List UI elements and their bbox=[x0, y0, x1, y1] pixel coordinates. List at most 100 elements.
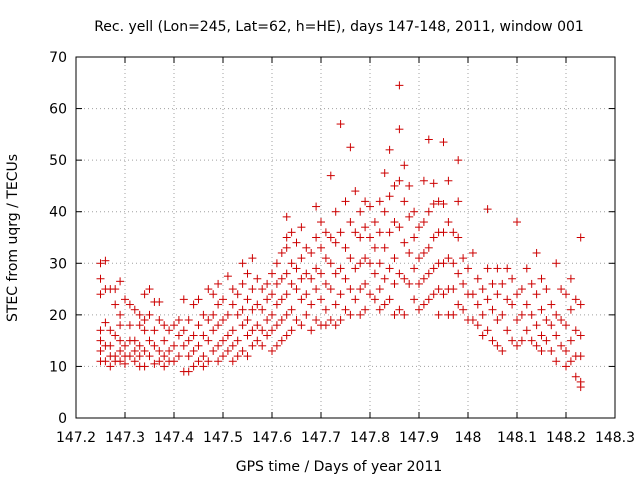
x-tick-label: 147.3 bbox=[105, 430, 145, 446]
data-point bbox=[341, 305, 350, 314]
data-point bbox=[209, 290, 218, 299]
data-point bbox=[160, 321, 169, 330]
data-point bbox=[116, 310, 125, 319]
data-point bbox=[116, 346, 125, 355]
data-point bbox=[258, 341, 267, 350]
data-point bbox=[390, 181, 399, 190]
data-point bbox=[419, 300, 428, 309]
data-point bbox=[326, 259, 335, 268]
data-point bbox=[263, 316, 272, 325]
data-point bbox=[106, 341, 115, 350]
data-point bbox=[272, 321, 281, 330]
data-point bbox=[356, 285, 365, 294]
data-point bbox=[140, 326, 149, 335]
data-point bbox=[468, 248, 477, 257]
data-point bbox=[390, 310, 399, 319]
data-point bbox=[415, 279, 423, 288]
data-point bbox=[307, 274, 316, 283]
data-point bbox=[498, 346, 507, 355]
data-point bbox=[194, 341, 203, 350]
data-point bbox=[395, 125, 404, 134]
data-point bbox=[571, 372, 580, 381]
data-point bbox=[336, 290, 345, 299]
data-point bbox=[130, 305, 139, 314]
data-point bbox=[223, 346, 232, 355]
data-point bbox=[356, 207, 365, 216]
data-point bbox=[233, 336, 242, 345]
data-point bbox=[390, 254, 399, 263]
data-point bbox=[410, 207, 419, 216]
data-point bbox=[194, 295, 203, 304]
data-point bbox=[189, 362, 198, 371]
data-point bbox=[140, 290, 149, 299]
data-point bbox=[375, 259, 384, 268]
data-point bbox=[155, 346, 164, 355]
data-point bbox=[184, 336, 193, 345]
data-point bbox=[125, 300, 134, 309]
data-point bbox=[174, 316, 183, 325]
data-point bbox=[282, 269, 291, 278]
data-point bbox=[282, 310, 291, 319]
data-point bbox=[302, 269, 311, 278]
data-point bbox=[228, 357, 237, 366]
data-point bbox=[302, 310, 311, 319]
data-point bbox=[361, 254, 370, 263]
data-point bbox=[415, 254, 423, 263]
data-point bbox=[449, 310, 458, 319]
data-point bbox=[121, 341, 129, 350]
data-point bbox=[189, 331, 198, 340]
data-point bbox=[326, 316, 335, 325]
data-point bbox=[351, 264, 360, 273]
data-point bbox=[233, 310, 242, 319]
data-point bbox=[346, 285, 355, 294]
data-point bbox=[513, 218, 521, 227]
data-point bbox=[508, 274, 517, 283]
x-tick-label: 148.1 bbox=[497, 430, 537, 446]
data-point bbox=[527, 279, 536, 288]
data-point bbox=[219, 336, 227, 345]
data-point bbox=[483, 326, 492, 335]
data-point bbox=[282, 233, 291, 242]
data-point bbox=[312, 264, 321, 273]
data-point bbox=[106, 326, 115, 335]
data-point bbox=[356, 259, 365, 268]
data-point bbox=[106, 362, 115, 371]
data-point bbox=[405, 181, 414, 190]
data-point bbox=[336, 228, 345, 237]
data-point bbox=[341, 243, 350, 252]
data-point bbox=[170, 321, 178, 330]
data-point bbox=[434, 197, 443, 206]
data-point bbox=[385, 192, 394, 201]
data-point bbox=[277, 336, 286, 345]
data-point bbox=[297, 223, 306, 232]
data-point bbox=[292, 264, 301, 273]
data-point bbox=[429, 290, 438, 299]
data-point bbox=[243, 269, 252, 278]
data-point bbox=[174, 331, 183, 340]
data-point bbox=[194, 321, 203, 330]
data-point bbox=[258, 305, 267, 314]
data-point bbox=[287, 305, 296, 314]
data-point bbox=[571, 295, 580, 304]
data-point bbox=[321, 254, 330, 263]
data-point bbox=[272, 279, 281, 288]
data-point bbox=[219, 295, 227, 304]
data-point bbox=[282, 243, 291, 252]
data-point bbox=[170, 341, 178, 350]
data-point bbox=[292, 285, 301, 294]
data-point bbox=[297, 254, 306, 263]
data-point bbox=[214, 279, 223, 288]
data-point bbox=[503, 326, 512, 335]
data-point bbox=[243, 295, 252, 304]
data-point bbox=[547, 300, 556, 309]
data-point bbox=[155, 316, 164, 325]
data-point bbox=[370, 218, 379, 227]
data-point bbox=[532, 341, 541, 350]
data-point bbox=[228, 326, 237, 335]
data-point bbox=[576, 352, 585, 361]
data-point bbox=[395, 81, 404, 90]
data-point bbox=[400, 197, 409, 206]
data-point bbox=[312, 202, 321, 211]
data-point bbox=[179, 341, 188, 350]
y-tick-label: 10 bbox=[49, 359, 67, 375]
